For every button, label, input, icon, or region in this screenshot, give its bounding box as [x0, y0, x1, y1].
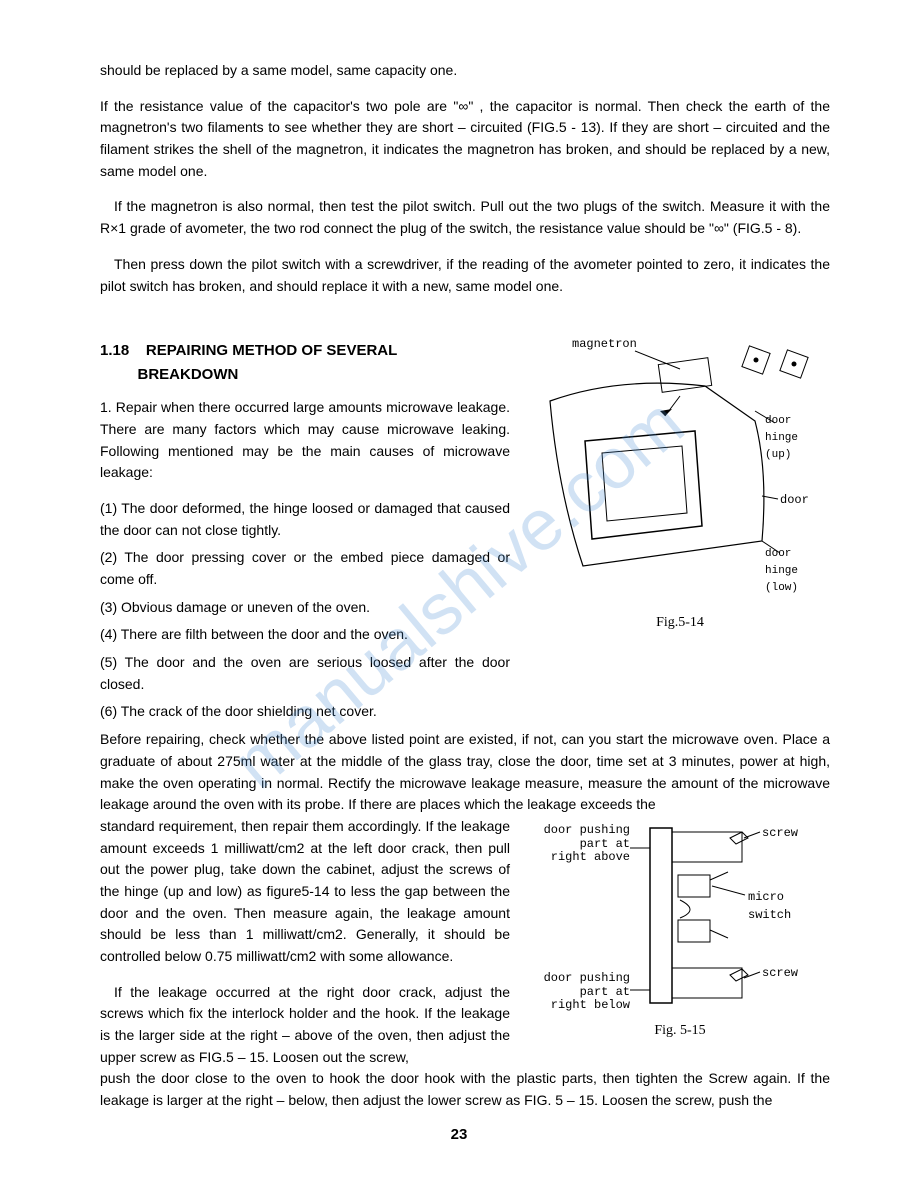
label-screw-top: screw [762, 824, 798, 843]
section-heading: 1.18 REPAIRING METHOD OF SEVERAL BREAKDO… [100, 339, 510, 387]
figure-5-14: magnetron door hinge (up) door door hing… [530, 331, 830, 611]
section-title-l2: BREAKDOWN [138, 366, 239, 383]
section-title-l1: REPAIRING METHOD OF SEVERAL [146, 342, 397, 359]
intro-p2: If the resistance value of the capacitor… [100, 96, 830, 183]
intro-p4: Then press down the pilot switch with a … [100, 254, 830, 297]
figure-5-15: door pushing part at right above screw m… [530, 820, 830, 1040]
item-6: (6) The crack of the door shielding net … [100, 701, 830, 723]
intro-p1: should be replaced by a same model, same… [100, 60, 830, 82]
label-micro-switch: micro switch [748, 888, 830, 925]
para-standard: standard requirement, then repair them a… [100, 816, 510, 968]
item-4: (4) There are filth between the door and… [100, 624, 510, 646]
item-2: (2) The door pressing cover or the embed… [100, 547, 510, 590]
fig-15-caption: Fig. 5-15 [530, 1020, 830, 1042]
item-1: (1) The door deformed, the hinge loosed … [100, 498, 510, 541]
label-push-above: door pushing part at right above [530, 824, 630, 865]
section-number: 1.18 [100, 342, 129, 359]
label-door: door [780, 491, 809, 510]
intro-p3: If the magnetron is also normal, then te… [100, 196, 830, 239]
para-push: push the door close to the oven to hook … [100, 1068, 830, 1111]
item-5: (5) The door and the oven are serious lo… [100, 652, 510, 695]
label-hinge-low: door hinge (low) [765, 546, 830, 597]
fig-14-caption: Fig.5-14 [530, 612, 830, 634]
label-screw-bottom: screw [762, 964, 798, 983]
para-before: Before repairing, check whether the abov… [100, 729, 830, 816]
label-push-below: door pushing part at right below [530, 972, 630, 1013]
section-p1: 1. Repair when there occurred large amou… [100, 397, 510, 484]
label-magnetron: magnetron [572, 335, 637, 354]
item-3: (3) Obvious damage or uneven of the oven… [100, 597, 510, 619]
para-right: If the leakage occurred at the right doo… [100, 982, 510, 1069]
page-number: 23 [0, 1123, 918, 1146]
label-hinge-up: door hinge (up) [765, 413, 830, 464]
